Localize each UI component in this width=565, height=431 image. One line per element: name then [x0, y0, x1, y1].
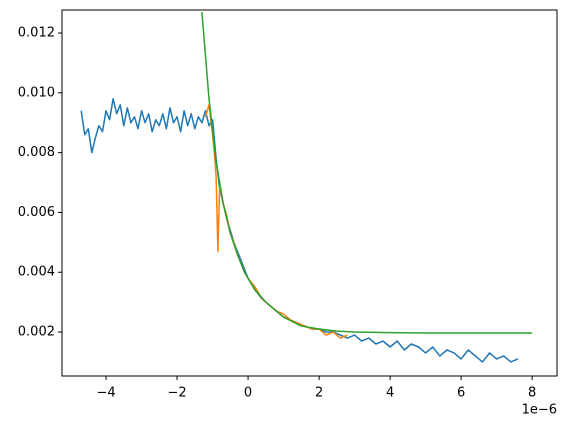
x-offset-label: 1e−6 [522, 403, 557, 418]
axes-frame [61, 9, 558, 377]
data-line [80, 98, 519, 363]
y-tick-label: 0.002 [18, 325, 55, 340]
x-tick-label: 4 [386, 386, 394, 401]
y-tick-label: 0.012 [18, 26, 55, 41]
x-tick-label: 0 [244, 386, 252, 401]
x-tick-label: 8 [528, 386, 536, 401]
y-tick-label: 0.006 [18, 205, 55, 220]
x-tick-label: 2 [315, 386, 323, 401]
y-tick-label: 0.004 [18, 265, 55, 280]
y-tick-label: 0.008 [18, 145, 55, 160]
plot-area [80, 12, 533, 363]
y-tick-label: 0.010 [18, 85, 55, 100]
x-tick-label: −2 [167, 386, 186, 401]
data-line [201, 12, 533, 334]
x-tick-label: −4 [96, 386, 115, 401]
x-tick-label: 6 [457, 386, 465, 401]
